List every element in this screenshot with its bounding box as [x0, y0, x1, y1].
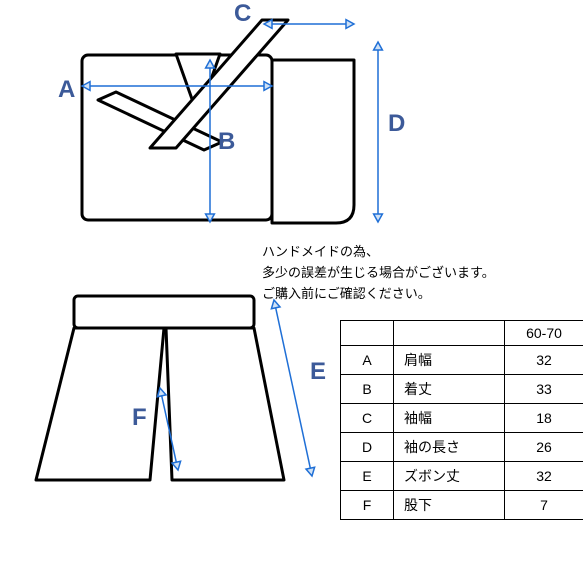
- table-row: A肩幅3234: [341, 346, 583, 375]
- table-cell: D: [341, 433, 394, 462]
- table-row: F股下78: [341, 491, 583, 520]
- table-cell: B: [341, 375, 394, 404]
- label-F: F: [132, 406, 147, 430]
- table-cell: 7: [505, 491, 583, 520]
- label-C: C: [234, 2, 251, 26]
- handmade-note: ハンドメイドの為、 多少の誤差が生じる場合がございます。 ご購入前にご確認くださ…: [262, 242, 495, 304]
- table-cell: 32: [505, 346, 583, 375]
- table-cell: 32: [505, 462, 583, 491]
- table-row: Eズボン丈3238: [341, 462, 583, 491]
- table-cell: F: [341, 491, 394, 520]
- table-cell: 着丈: [394, 375, 505, 404]
- size-table: 60-7080A肩幅3234B着丈3340C袖幅1820D袖の長さ2630Eズボ…: [340, 320, 583, 520]
- table-header-row: 60-7080: [341, 321, 583, 346]
- table-row: C袖幅1820: [341, 404, 583, 433]
- table-cell: 18: [505, 404, 583, 433]
- table-header-cell: [341, 321, 394, 346]
- note-line: 多少の誤差が生じる場合がございます。: [262, 263, 495, 284]
- label-B: B: [218, 130, 235, 154]
- table-cell: 26: [505, 433, 583, 462]
- table-row: D袖の長さ2630: [341, 433, 583, 462]
- table-cell: ズボン丈: [394, 462, 505, 491]
- table-row: B着丈3340: [341, 375, 583, 404]
- note-line: ご購入前にご確認ください。: [262, 284, 495, 305]
- table-cell: 股下: [394, 491, 505, 520]
- table-cell: 袖の長さ: [394, 433, 505, 462]
- label-D: D: [388, 112, 405, 136]
- table-cell: A: [341, 346, 394, 375]
- note-line: ハンドメイドの為、: [262, 242, 495, 263]
- label-A: A: [58, 78, 75, 102]
- table-header-cell: 60-70: [505, 321, 583, 346]
- table-cell: E: [341, 462, 394, 491]
- table-cell: C: [341, 404, 394, 433]
- table-cell: 袖幅: [394, 404, 505, 433]
- table-header-cell: [394, 321, 505, 346]
- table-cell: 肩幅: [394, 346, 505, 375]
- table-cell: 33: [505, 375, 583, 404]
- label-E: E: [310, 360, 326, 384]
- sizing-diagram: A B C D E F ハンドメイドの為、 多少の誤差が生じる場合がございます。…: [0, 0, 583, 583]
